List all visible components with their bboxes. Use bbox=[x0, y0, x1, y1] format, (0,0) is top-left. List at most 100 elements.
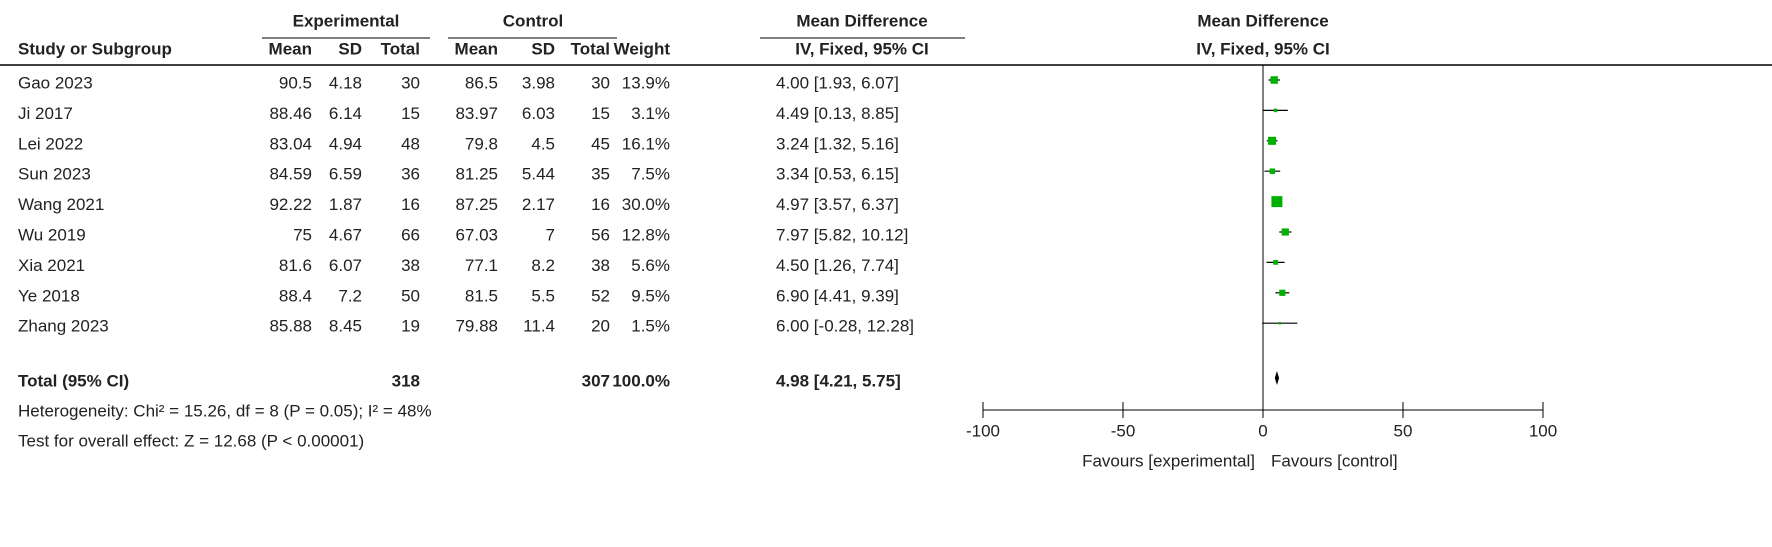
table-cell: 15 bbox=[591, 104, 610, 123]
table-cell: 13.9% bbox=[622, 73, 670, 92]
table-cell: 16 bbox=[401, 195, 420, 214]
table-cell: 86.5 bbox=[465, 73, 498, 92]
table-cell: Ye 2018 bbox=[18, 286, 80, 305]
table-cell: 6.03 bbox=[522, 104, 555, 123]
estimate-square bbox=[1281, 228, 1289, 236]
estimate-square bbox=[1269, 168, 1276, 174]
column-header: Total bbox=[381, 39, 420, 58]
table-cell: 3.1% bbox=[631, 104, 670, 123]
total-cell: 4.98 [4.21, 5.75] bbox=[776, 371, 901, 390]
table-cell: Lei 2022 bbox=[18, 134, 83, 153]
table-cell: 20 bbox=[591, 317, 610, 336]
column-header: Total bbox=[571, 39, 610, 58]
table-cell: 6.07 bbox=[329, 256, 362, 275]
group-header: Mean Difference bbox=[796, 11, 927, 30]
table-cell: 83.97 bbox=[455, 104, 498, 123]
estimate-square bbox=[1273, 108, 1278, 113]
table-cell: 4.49 [0.13, 8.85] bbox=[776, 104, 899, 123]
table-cell: 9.5% bbox=[631, 286, 670, 305]
total-cell: Total (95% CI) bbox=[18, 371, 129, 390]
table-cell: 6.90 [4.41, 9.39] bbox=[776, 286, 899, 305]
column-header: SD bbox=[338, 39, 362, 58]
estimate-square bbox=[1271, 196, 1283, 208]
table-cell: 7.5% bbox=[631, 165, 670, 184]
total-cell: 307 bbox=[582, 371, 610, 390]
table-cell: 36 bbox=[401, 165, 420, 184]
estimate-square bbox=[1273, 260, 1278, 265]
favours-right: Favours [control] bbox=[1271, 451, 1398, 470]
column-header: IV, Fixed, 95% CI bbox=[795, 39, 929, 58]
table-cell: Wang 2021 bbox=[18, 195, 104, 214]
table-cell: 81.6 bbox=[279, 256, 312, 275]
table-cell: 4.50 [1.26, 7.74] bbox=[776, 256, 899, 275]
table-cell: 4.00 [1.93, 6.07] bbox=[776, 73, 899, 92]
table-cell: 81.5 bbox=[465, 286, 498, 305]
table-cell: 2.17 bbox=[522, 195, 555, 214]
table-cell: 30.0% bbox=[622, 195, 670, 214]
table-cell: 5.44 bbox=[522, 165, 555, 184]
total-cell: 100.0% bbox=[612, 371, 670, 390]
table-cell: 4.5 bbox=[531, 134, 555, 153]
table-cell: Wu 2019 bbox=[18, 225, 86, 244]
column-header: Mean bbox=[269, 39, 312, 58]
table-cell: 1.87 bbox=[329, 195, 362, 214]
table-cell: Ji 2017 bbox=[18, 104, 73, 123]
table-cell: 8.2 bbox=[531, 256, 555, 275]
table-cell: 88.4 bbox=[279, 286, 312, 305]
table-cell: 4.94 bbox=[329, 134, 362, 153]
table-cell: 11.4 bbox=[523, 317, 555, 336]
table-cell: 38 bbox=[401, 256, 420, 275]
table-cell: 87.25 bbox=[455, 195, 498, 214]
x-tick-label: -100 bbox=[966, 421, 1000, 440]
table-cell: 7 bbox=[546, 225, 555, 244]
table-cell: 75 bbox=[293, 225, 312, 244]
plot-subtitle: IV, Fixed, 95% CI bbox=[1196, 39, 1330, 58]
estimate-square bbox=[1270, 76, 1278, 84]
overall-effect: Test for overall effect: Z = 12.68 (P < … bbox=[18, 431, 364, 450]
favours-left: Favours [experimental] bbox=[1082, 451, 1255, 470]
table-cell: 6.59 bbox=[329, 165, 362, 184]
table-cell: 90.5 bbox=[279, 73, 312, 92]
estimate-square bbox=[1268, 136, 1277, 145]
table-cell: 4.18 bbox=[329, 73, 362, 92]
group-header: Control bbox=[503, 11, 563, 30]
table-cell: 88.46 bbox=[269, 104, 312, 123]
table-cell: 4.67 bbox=[329, 225, 362, 244]
table-cell: 56 bbox=[591, 225, 610, 244]
table-cell: 8.45 bbox=[329, 317, 362, 336]
table-cell: 52 bbox=[591, 286, 610, 305]
table-cell: 79.88 bbox=[455, 317, 498, 336]
total-cell: 318 bbox=[392, 371, 420, 390]
table-cell: 16.1% bbox=[622, 134, 670, 153]
table-cell: 12.8% bbox=[622, 225, 670, 244]
table-cell: 15 bbox=[401, 104, 420, 123]
table-cell: 92.22 bbox=[269, 195, 312, 214]
table-cell: Xia 2021 bbox=[18, 256, 85, 275]
table-cell: 5.5 bbox=[531, 286, 555, 305]
table-cell: 16 bbox=[591, 195, 610, 214]
table-cell: Zhang 2023 bbox=[18, 317, 109, 336]
table-cell: 50 bbox=[401, 286, 420, 305]
table-cell: 7.97 [5.82, 10.12] bbox=[776, 225, 908, 244]
table-cell: 5.6% bbox=[631, 256, 670, 275]
table-cell: 79.8 bbox=[465, 134, 498, 153]
column-header: Mean bbox=[455, 39, 498, 58]
column-header: SD bbox=[531, 39, 555, 58]
table-cell: 7.2 bbox=[338, 286, 362, 305]
group-header: Experimental bbox=[293, 11, 400, 30]
plot-title: Mean Difference bbox=[1197, 11, 1328, 30]
table-cell: 6.14 bbox=[329, 104, 362, 123]
column-header: Study or Subgroup bbox=[18, 39, 172, 58]
table-cell: 35 bbox=[591, 165, 610, 184]
table-cell: 3.24 [1.32, 5.16] bbox=[776, 134, 899, 153]
table-cell: 45 bbox=[591, 134, 610, 153]
table-cell: 4.97 [3.57, 6.37] bbox=[776, 195, 899, 214]
table-cell: 1.5% bbox=[631, 317, 670, 336]
table-cell: 30 bbox=[401, 73, 420, 92]
table-cell: Gao 2023 bbox=[18, 73, 93, 92]
table-cell: 84.59 bbox=[269, 165, 312, 184]
table-cell: 6.00 [-0.28, 12.28] bbox=[776, 317, 914, 336]
table-cell: 30 bbox=[591, 73, 610, 92]
table-cell: 38 bbox=[591, 256, 610, 275]
column-header: Weight bbox=[614, 39, 671, 58]
